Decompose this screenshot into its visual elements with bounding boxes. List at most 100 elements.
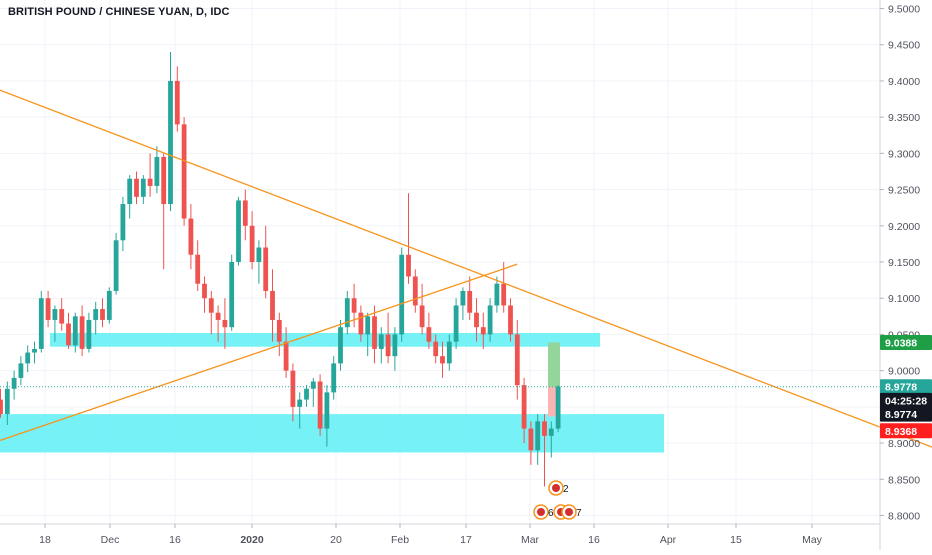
price-tag [880,379,932,395]
price-tick-label: 9.3000 [888,148,920,160]
candle [351,298,357,313]
time-tick-label: 17 [460,534,472,546]
candle [548,428,554,436]
flag-icon-inner [552,484,560,492]
candle [147,178,153,186]
support-zones[interactable] [0,332,664,453]
candle [433,341,439,357]
candle [378,334,384,349]
candle [555,386,561,429]
price-tick-label: 8.8500 [888,474,920,486]
candle [25,352,31,364]
candle [528,428,534,451]
price-tag-label: 9.0388 [885,338,917,350]
candle [168,80,173,205]
candle [290,370,296,407]
price-tag-label: 8.9368 [885,426,917,438]
time-tick-label: May [802,534,823,546]
price-tag-label: 8.9774 [885,409,917,421]
price-tick-label: 9.2500 [888,185,920,197]
price-tick-label: 8.8000 [888,511,920,523]
candle [385,334,391,357]
candle [399,254,405,335]
candle [365,316,371,335]
flag-icon-inner [537,508,545,516]
candle [372,316,377,349]
candle [140,178,146,197]
candle [188,218,194,255]
candle [263,247,269,291]
candle [440,356,445,364]
candle [317,381,323,429]
candle [480,327,486,335]
candle [134,178,139,197]
candle [52,309,58,320]
candle [86,319,92,349]
candle [324,392,330,429]
event-count: 7 [576,508,582,519]
candle [392,334,398,357]
candle [487,305,493,335]
candle [32,348,37,353]
candle [208,298,214,313]
price-tick-label: 9.4500 [888,40,920,52]
time-tick-label: Dec [101,534,120,546]
candle [283,341,289,371]
candle [113,240,119,291]
trendline [0,263,518,442]
candle [419,305,425,328]
candle [72,316,78,346]
candle [100,309,105,320]
price-tag [880,406,932,422]
candle [467,290,473,313]
candle [195,254,201,284]
candle [446,341,452,364]
candle [474,312,479,328]
time-axis[interactable]: 18 Dec 16 2020 20 Feb 17 Mar 16 Apr 15 May [0,523,880,546]
candle [256,247,262,262]
candle [494,283,500,306]
trendline [0,89,932,448]
candle [215,312,221,320]
candle [542,421,547,436]
event-count: 2 [563,484,569,495]
candle [222,319,228,328]
symbol-title: BRITISH POUND / CHINESE YUAN, D, IDC [8,6,230,18]
candle [154,156,160,186]
price-tag-label: 8.9778 [885,382,917,394]
candle [270,290,275,320]
price-tick-label: 9.1000 [888,293,920,305]
candle [514,334,520,386]
candle [18,363,24,378]
time-tick-label: 18 [39,534,51,546]
candle [249,225,255,262]
price-tick-label: 9.1500 [888,257,920,269]
candle [4,388,10,415]
support-zone [0,414,664,453]
candle [242,200,248,226]
event-markers[interactable]: 2687 [533,480,582,520]
candle [127,178,133,205]
time-tick-label: 16 [588,534,600,546]
candle [181,124,187,219]
candle [202,283,207,299]
time-tick-label: 2020 [240,534,264,546]
price-tick-label: 8.9000 [888,438,920,450]
price-tag [880,335,932,351]
candle [358,312,364,335]
candle [460,290,466,306]
candle [508,305,513,335]
candle [66,323,71,346]
candle [453,305,459,342]
price-tick-label: 9.5000 [888,4,920,16]
candle [45,298,51,320]
time-tick-label: 15 [730,534,742,546]
candle [310,381,316,389]
candle [120,204,126,241]
trendlines[interactable] [0,33,932,519]
event-count: 6 [548,508,554,519]
price-tag [880,392,932,408]
